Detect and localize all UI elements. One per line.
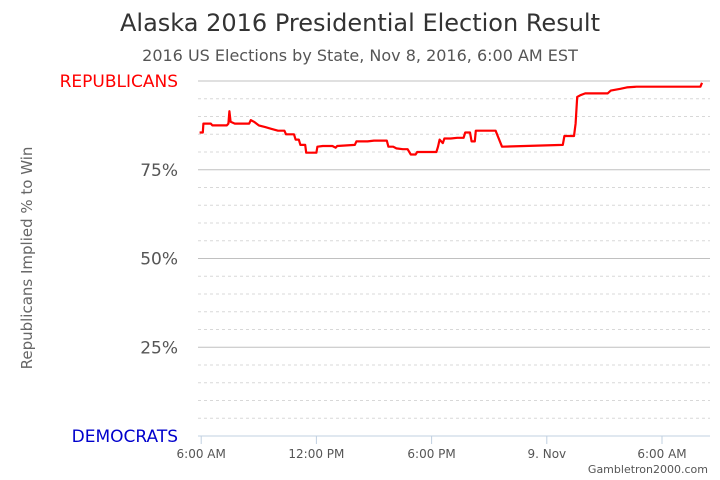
x-tick-label: 6:00 PM xyxy=(407,447,455,461)
republicans-label: REPUBLICANS xyxy=(60,72,178,92)
x-tick-label: 12:00 PM xyxy=(288,447,344,461)
chart-title: Alaska 2016 Presidential Election Result xyxy=(120,9,600,37)
x-tick-label: 6:00 AM xyxy=(637,447,686,461)
y-tick-label: 25% xyxy=(140,338,178,358)
grid xyxy=(198,80,710,419)
y-axis-label: Republicans Implied % to Win xyxy=(18,147,36,370)
axes xyxy=(198,435,710,444)
y-tick-label: 50% xyxy=(140,250,178,270)
x-tick-label: 6:00 AM xyxy=(177,447,226,461)
credit-text: Gambletron2000.com xyxy=(588,463,708,476)
series-line xyxy=(199,82,704,156)
x-tick-label: 9. Nov xyxy=(527,447,566,461)
democrats-label: DEMOCRATS xyxy=(72,427,178,447)
y-tick-label: 75% xyxy=(140,161,178,181)
labels: 6:00 AM 12:00 PM 6:00 PM 9. Nov 6:00 AM 25% 50… xyxy=(18,9,708,476)
chart-subtitle: 2016 US Elections by State, Nov 8, 2016,… xyxy=(142,46,578,65)
